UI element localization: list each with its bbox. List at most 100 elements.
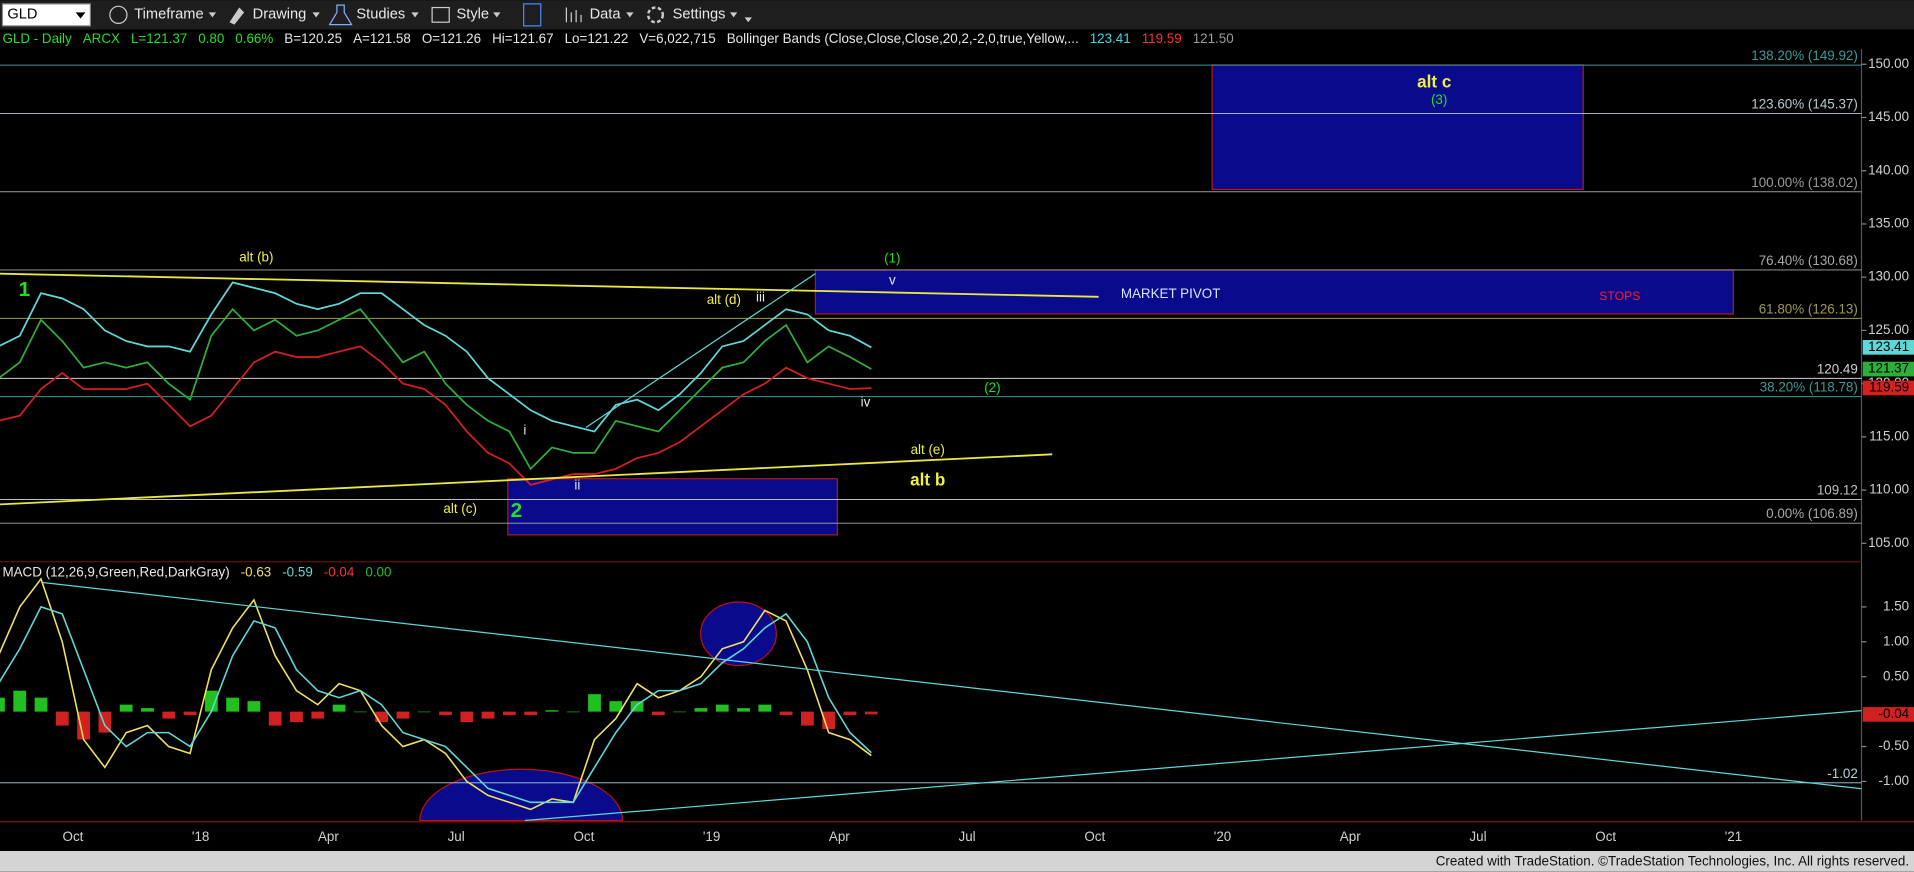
trendline: [585, 273, 816, 428]
study-value: -0.59: [282, 564, 313, 579]
last-value-box: [1862, 707, 1914, 722]
study-title: MACD (12,26,9,Green,Red,DarkGray): [2, 564, 229, 579]
histogram-bar: [311, 711, 325, 719]
timeframe-icon: [109, 5, 128, 25]
dropdown-arrow: [75, 12, 86, 19]
status-item: 119.59: [1142, 31, 1182, 46]
histogram-bar: [651, 711, 665, 716]
x-tick-label: '19: [703, 829, 720, 844]
level-label: 0.00% (106.89): [1766, 506, 1858, 521]
pivot-zone: [814, 269, 1734, 315]
annotation: alt (e): [911, 442, 945, 457]
menu-drawing[interactable]: Drawing: [253, 7, 307, 23]
annotation: alt (c): [443, 501, 477, 516]
footer-bar: [0, 851, 1914, 872]
x-tick-label: Jul: [448, 829, 465, 844]
histogram-bar: [13, 690, 27, 712]
annotation: v: [889, 273, 896, 288]
macd-ellipse: [419, 768, 624, 822]
annotation: iii: [756, 290, 765, 305]
histogram-bar: [290, 711, 303, 723]
x-tick-label: Apr: [1340, 829, 1361, 844]
y-tick-label: 110.00: [1869, 482, 1909, 497]
status-item: L=121.37: [131, 31, 187, 46]
last-value-label: 121.37: [1868, 361, 1909, 376]
y-tick-label: -0.50: [1879, 738, 1910, 753]
data-icon: [565, 7, 582, 23]
menu-timeframe[interactable]: Timeframe: [134, 7, 203, 23]
level-label: 76.40% (130.68): [1759, 253, 1858, 268]
dropdown-arrow: [729, 12, 738, 18]
x-tick-label: Oct: [1084, 829, 1105, 844]
histogram-bar: [247, 701, 261, 712]
annotation: STOPS: [1599, 289, 1640, 303]
series-line: [0, 281, 872, 433]
target-zone: [1211, 64, 1584, 191]
level-label: 109.12: [1817, 482, 1858, 497]
menu-style[interactable]: Style: [457, 7, 490, 23]
trendline: [524, 710, 1862, 822]
plot: 138.20% (149.92) 123.60% (145.37) 100.00% …: [0, 48, 1862, 811]
status-item: B=120.25: [284, 31, 342, 46]
menu-data[interactable]: Data: [590, 7, 622, 23]
histogram-bar: [34, 697, 48, 712]
footer-text: Created with TradeStation. ©TradeStation…: [1436, 854, 1909, 869]
histogram-bar: [183, 711, 197, 716]
last-value-box: [1862, 340, 1914, 355]
last-value-label: -0.04: [1879, 706, 1910, 721]
annotation: alt b: [910, 471, 945, 490]
histogram-bar: [204, 690, 218, 712]
status-item: ARCX: [83, 31, 120, 46]
x-tick-label: Oct: [573, 829, 594, 844]
menu-settings[interactable]: Settings: [673, 7, 726, 23]
status-item: 0.66%: [235, 31, 273, 46]
y-tick-label: 150.00: [1868, 56, 1909, 71]
level-label: -1.02: [1827, 766, 1858, 781]
histogram-bar: [715, 704, 729, 712]
last-value-box: [1862, 380, 1914, 396]
histogram-bar: [396, 711, 410, 719]
y-tick-label: 130.00: [1868, 269, 1909, 284]
annotation: (1): [884, 251, 900, 266]
annotation: (2): [984, 380, 1000, 395]
menu-studies[interactable]: Studies: [356, 7, 405, 23]
histogram-bar: [268, 711, 282, 726]
y-tick-label: 115.00: [1869, 428, 1909, 443]
study-value: -0.04: [324, 564, 355, 579]
histogram-bar: [226, 697, 239, 712]
status-item: GLD - Daily: [2, 31, 72, 46]
y-tick-label: 1.00: [1883, 633, 1909, 648]
histogram-bar: [417, 711, 431, 713]
annotation: i: [523, 423, 526, 438]
last-value-label: 119.59: [1869, 380, 1909, 395]
last-value-label: 123.41: [1868, 339, 1909, 354]
histogram-bar: [460, 711, 474, 723]
symbol-box[interactable]: [1, 3, 91, 27]
level-label: 138.20% (149.92): [1751, 48, 1858, 63]
histogram-bar: [566, 711, 580, 713]
histogram-bar: [481, 711, 495, 719]
status-item: Bollinger Bands (Close,Close,Close,20,2,…: [727, 31, 1079, 46]
dropdown-arrow: [411, 12, 419, 18]
histogram-bar: [673, 711, 687, 713]
symbol-input[interactable]: GLD: [7, 7, 37, 23]
annotation: (3): [1431, 92, 1447, 107]
status-item: 121.50: [1193, 31, 1234, 46]
toolbar: [0, 0, 1914, 30]
x-tick-label: Oct: [63, 829, 84, 844]
histogram-bar: [162, 711, 176, 719]
annotation: MARKET PIVOT: [1121, 286, 1221, 301]
histogram-bar: [737, 708, 750, 712]
status-item: Lo=121.22: [565, 31, 629, 46]
status-item: O=121.26: [422, 31, 481, 46]
study-value: 0.00: [365, 564, 391, 579]
histogram-bar: [779, 711, 793, 716]
trendline: [0, 272, 1099, 298]
series-line: [0, 577, 872, 811]
annotation: ii: [574, 478, 580, 493]
layout-icon[interactable]: [523, 3, 542, 27]
histogram-bar: [758, 704, 772, 712]
y-tick-label: 105.00: [1868, 535, 1909, 550]
